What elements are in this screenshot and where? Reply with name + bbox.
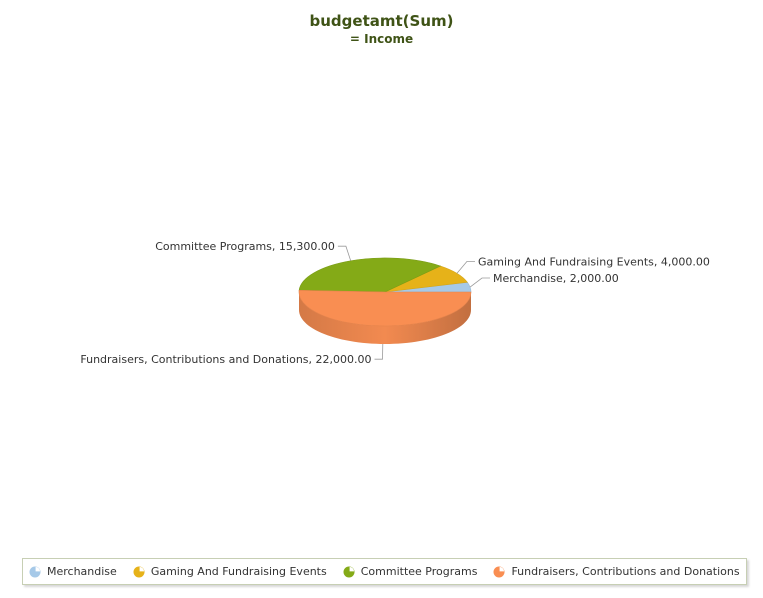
pie-slice-fundraisers-contributions-and-donations	[298, 289, 472, 327]
label-leader-line	[374, 343, 384, 360]
legend-item[interactable]: Committee Programs	[343, 565, 478, 578]
chart-legend: Merchandise Gaming And Fundraising Events…	[22, 558, 747, 585]
legend-label: Merchandise	[47, 565, 117, 578]
legend-item[interactable]: Gaming And Fundraising Events	[133, 565, 327, 578]
label-leader-line	[456, 260, 475, 274]
pie-slice-icon	[343, 566, 355, 577]
pie-slice-icon	[133, 566, 145, 577]
slice-label: Fundraisers, Contributions and Donations…	[80, 353, 371, 366]
slice-label: Merchandise, 2,000.00	[493, 272, 619, 285]
label-leader-line	[337, 245, 352, 261]
pie-sides	[299, 292, 471, 344]
chart-title: budgetamt(Sum)	[309, 12, 454, 30]
pie-side-fundraisers-contributions-and-donations	[299, 292, 471, 344]
pie-slice-icon	[493, 566, 505, 577]
legend-item[interactable]: Merchandise	[29, 565, 117, 578]
legend-label: Gaming And Fundraising Events	[150, 565, 327, 578]
pie-slice-committee-programs	[298, 257, 442, 293]
chart-subtitle: = Income	[349, 32, 414, 46]
label-leader-line	[469, 277, 490, 288]
legend-label: Committee Programs	[360, 565, 478, 578]
pie-slice-icon	[29, 566, 41, 577]
slice-label: Gaming And Fundraising Events, 4,000.00	[478, 255, 710, 268]
legend-label: Fundraisers, Contributions and Donations	[511, 565, 740, 578]
pie-labels: Merchandise, 2,000.00 Gaming And Fundrais…	[80, 240, 710, 366]
slice-label: Committee Programs, 15,300.00	[155, 240, 335, 253]
pie-top	[298, 257, 472, 327]
legend-item[interactable]: Fundraisers, Contributions and Donations	[493, 565, 740, 578]
